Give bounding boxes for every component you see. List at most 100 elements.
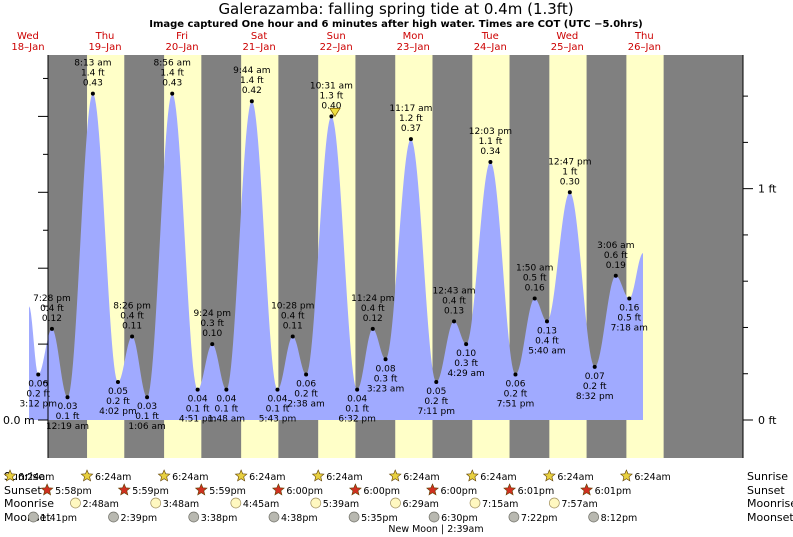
sunrise-icon bbox=[465, 469, 479, 482]
row-label-sunset-left: Sunset bbox=[4, 484, 42, 497]
sunrise-time: 6:24am bbox=[326, 472, 362, 483]
tide-point bbox=[65, 395, 70, 400]
sunrise-time: 6:24am bbox=[403, 472, 439, 483]
tide-label-low: 0.06 bbox=[505, 379, 525, 389]
tide-label-low: 0.06 bbox=[28, 379, 48, 389]
tide-label-high: 0.4 ft bbox=[40, 304, 64, 314]
tide-label-low: 0.1 ft bbox=[266, 405, 290, 415]
tide-label-high: 0.5 ft bbox=[523, 274, 547, 284]
moonset-icon bbox=[508, 511, 520, 523]
moonrise-time: 5:39am bbox=[323, 499, 359, 510]
moonrise-time: 2:48am bbox=[82, 499, 118, 510]
tide-point bbox=[249, 99, 254, 104]
tide-label-high: 0.30 bbox=[560, 177, 580, 187]
tide-label-high: 0.12 bbox=[42, 314, 62, 324]
moonrise-time: 4:45am bbox=[243, 499, 279, 510]
tide-label-low: 4:02 pm bbox=[99, 407, 137, 417]
tide-label-low: 0.2 ft bbox=[26, 389, 50, 399]
tide-label-low: 1:48 am bbox=[208, 415, 245, 425]
tide-label-high: 10:28 pm bbox=[271, 302, 314, 312]
tide-point bbox=[304, 372, 309, 377]
sunset-time: 5:59pm bbox=[132, 486, 169, 497]
tide-label-low: 0.2 ft bbox=[583, 382, 607, 392]
tide-label-low: 0.4 ft bbox=[535, 336, 559, 346]
tide-point bbox=[383, 357, 388, 362]
tide-label-high: 8:56 am bbox=[154, 59, 191, 69]
tide-point bbox=[567, 190, 572, 195]
sunrise-icon bbox=[542, 469, 556, 482]
tide-label-low: 5:43 pm bbox=[259, 415, 297, 425]
tide-point bbox=[488, 159, 493, 164]
sunrise-icon bbox=[619, 469, 633, 482]
new-moon-label: New Moon | 2:39am bbox=[388, 524, 483, 535]
tide-label-high: 0.42 bbox=[242, 86, 262, 96]
moonset-icon bbox=[588, 511, 599, 523]
tide-point bbox=[355, 387, 360, 392]
row-label-moonrise-left: Moonrise bbox=[4, 497, 54, 510]
date-label-7: 25–Jan bbox=[551, 42, 584, 53]
tide-label-low: 4:51 pm bbox=[179, 415, 217, 425]
day-label-1: Thu bbox=[95, 31, 115, 42]
tide-label-high: 1.4 ft bbox=[240, 76, 264, 86]
sunset-time: 6:00pm bbox=[286, 486, 323, 497]
tide-point bbox=[370, 326, 375, 331]
moonset-icon bbox=[268, 511, 280, 523]
tide-point bbox=[90, 91, 95, 96]
sunset-icon bbox=[271, 483, 285, 496]
tide-label-low: 7:18 am bbox=[611, 324, 648, 334]
tide-label-low: 1:06 am bbox=[128, 422, 165, 432]
tide-label-high: 0.3 ft bbox=[200, 319, 224, 329]
tide-label-high: 0.12 bbox=[363, 314, 383, 324]
tide-label-low: 0.1 ft bbox=[215, 405, 239, 415]
left-axis-label-0: 0.0 m bbox=[3, 414, 35, 427]
tide-point bbox=[513, 372, 518, 377]
tide-label-high: 9:24 pm bbox=[193, 309, 231, 319]
tide-label-low: 0.2 ft bbox=[504, 389, 528, 399]
right-axis-label-1: 1 ft bbox=[758, 183, 777, 196]
sunrise-icon bbox=[80, 469, 94, 482]
moonset-icon bbox=[428, 511, 440, 523]
moonrise-time: 6:29am bbox=[403, 499, 439, 510]
moonrise-icon bbox=[230, 497, 242, 509]
sunset-icon bbox=[426, 483, 439, 496]
sunset-icon bbox=[503, 483, 517, 496]
tide-label-high: 0.4 ft bbox=[281, 312, 305, 322]
tide-point bbox=[544, 319, 549, 324]
tide-point bbox=[434, 380, 439, 385]
moonset-icon bbox=[108, 511, 119, 523]
tide-label-low: 0.3 ft bbox=[374, 374, 398, 384]
tide-label-high: 9:44 am bbox=[233, 66, 270, 76]
row-label-sunset-right: Sunset bbox=[747, 484, 785, 497]
tide-label-high: 3:06 am bbox=[597, 241, 634, 251]
moonset-time: 2:39pm bbox=[121, 513, 158, 524]
tide-event-labels: 0.060.2 ft3:12 pm7:28 pm0.4 ft0.120.030.… bbox=[19, 59, 647, 433]
day-label-5: Mon bbox=[403, 31, 424, 42]
tide-label-high: 0.13 bbox=[444, 306, 464, 316]
tide-point bbox=[592, 364, 597, 369]
tide-label-high: 11:17 am bbox=[389, 104, 432, 114]
date-label-6: 24–Jan bbox=[474, 42, 507, 53]
tide-point bbox=[36, 372, 41, 377]
moonrise-time: 7:15am bbox=[482, 499, 518, 510]
tide-point bbox=[145, 395, 150, 400]
tide-label-high: 0.16 bbox=[525, 284, 545, 294]
day-label-0: Wed bbox=[17, 31, 39, 42]
tide-label-low: 0.05 bbox=[108, 387, 128, 397]
tide-label-low: 3:23 am bbox=[367, 384, 404, 394]
sunset-icon bbox=[580, 483, 594, 496]
moonset-time: 8:12pm bbox=[601, 513, 638, 524]
moonset-icon bbox=[28, 511, 39, 523]
tide-point bbox=[170, 91, 175, 96]
tide-label-low: 6:32 pm bbox=[338, 415, 376, 425]
tide-label-high: 0.43 bbox=[83, 79, 103, 89]
sunset-icon bbox=[348, 483, 362, 496]
moonrise-time: 3:48am bbox=[163, 499, 199, 510]
date-label-1: 19–Jan bbox=[88, 42, 121, 53]
day-label-3: Sat bbox=[251, 31, 267, 42]
moonset-time: 5:35pm bbox=[361, 513, 398, 524]
moonset-time: 6:30pm bbox=[441, 513, 478, 524]
tide-label-high: 0.11 bbox=[283, 322, 303, 332]
tide-label-high: 7:28 pm bbox=[33, 294, 71, 304]
date-label-3: 21–Jan bbox=[243, 42, 276, 53]
tide-label-high: 8:26 pm bbox=[113, 302, 151, 312]
